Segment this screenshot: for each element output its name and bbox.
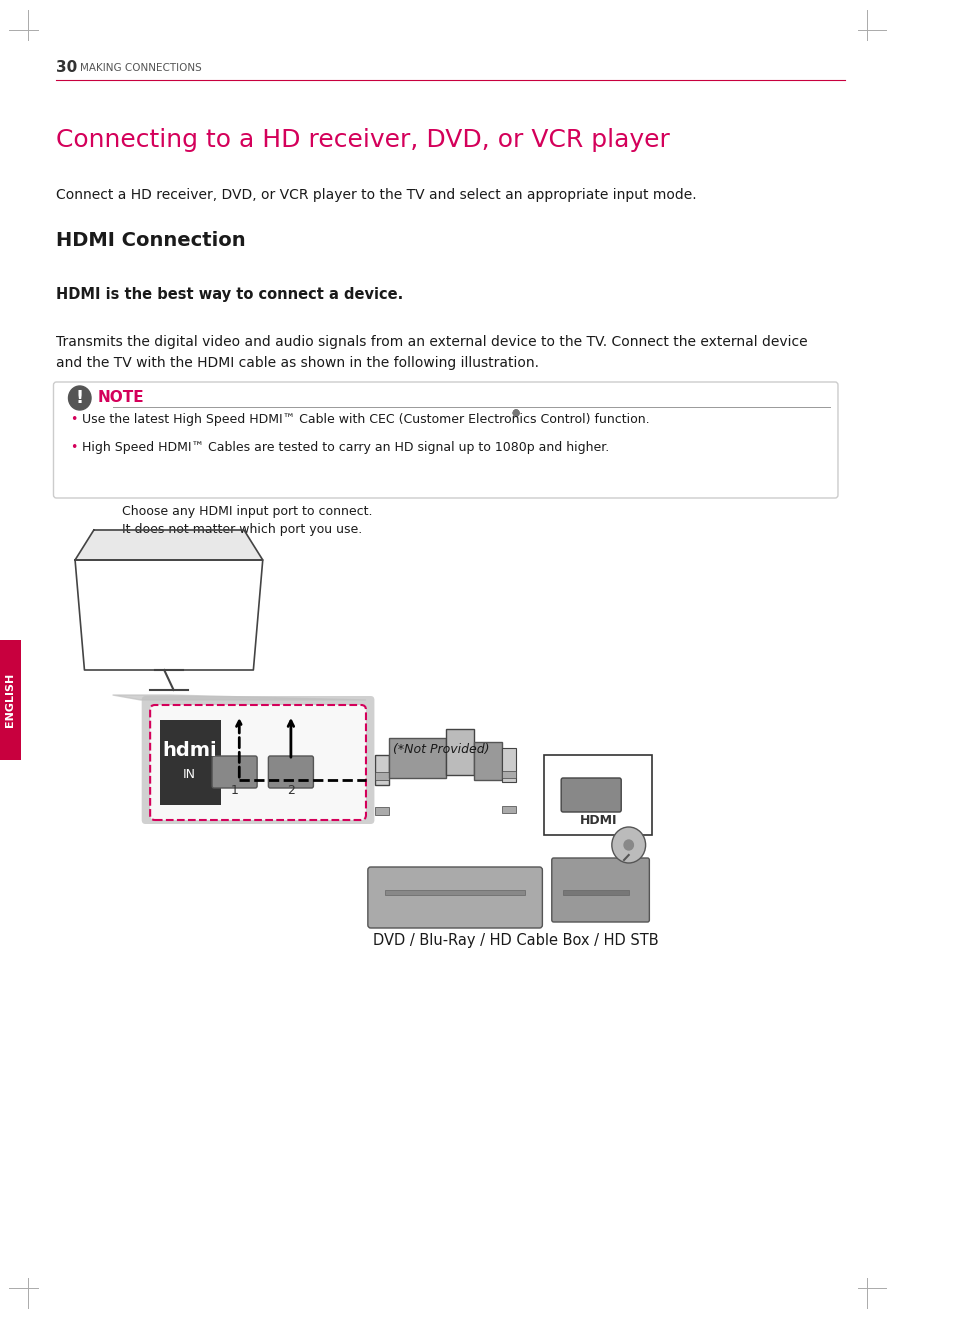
FancyBboxPatch shape bbox=[551, 858, 649, 923]
Bar bbox=[389, 738, 445, 778]
Bar bbox=[562, 890, 628, 895]
Bar bbox=[544, 755, 652, 836]
Text: •: • bbox=[71, 414, 78, 427]
Text: NOTE: NOTE bbox=[97, 390, 144, 406]
Bar bbox=[501, 771, 516, 778]
Bar bbox=[0, 641, 21, 760]
FancyBboxPatch shape bbox=[368, 867, 542, 928]
Text: MAKING CONNECTIONS: MAKING CONNECTIONS bbox=[80, 63, 201, 72]
Circle shape bbox=[623, 840, 633, 850]
Bar bbox=[375, 755, 389, 786]
Bar bbox=[375, 772, 389, 780]
Polygon shape bbox=[75, 560, 262, 670]
Bar bbox=[501, 749, 516, 782]
Circle shape bbox=[513, 410, 518, 416]
Bar bbox=[384, 890, 525, 895]
Bar bbox=[445, 729, 474, 775]
Circle shape bbox=[611, 826, 645, 863]
Circle shape bbox=[513, 410, 518, 416]
Text: ENGLISH: ENGLISH bbox=[6, 673, 15, 728]
Bar bbox=[375, 807, 389, 815]
Text: HDMI: HDMI bbox=[578, 813, 617, 826]
Text: HDMI is the best way to connect a device.: HDMI is the best way to connect a device… bbox=[56, 287, 403, 303]
Text: 1: 1 bbox=[231, 783, 238, 796]
FancyBboxPatch shape bbox=[142, 696, 374, 824]
Text: !: ! bbox=[75, 389, 84, 407]
Text: 30: 30 bbox=[56, 61, 77, 75]
Bar bbox=[159, 720, 220, 805]
Text: Connecting to a HD receiver, DVD, or VCR player: Connecting to a HD receiver, DVD, or VCR… bbox=[56, 128, 669, 152]
Text: •: • bbox=[71, 442, 78, 455]
FancyBboxPatch shape bbox=[103, 565, 159, 610]
Text: hdmi: hdmi bbox=[162, 741, 216, 759]
Text: 2: 2 bbox=[287, 783, 294, 796]
Text: DVD / Blu-Ray / HD Cable Box / HD STB: DVD / Blu-Ray / HD Cable Box / HD STB bbox=[373, 933, 659, 948]
Polygon shape bbox=[75, 530, 262, 560]
Text: (*Not Provided): (*Not Provided) bbox=[393, 743, 489, 757]
Bar bbox=[501, 807, 516, 813]
Polygon shape bbox=[112, 695, 366, 700]
Text: Choose any HDMI input port to connect.
It does not matter which port you use.: Choose any HDMI input port to connect. I… bbox=[122, 505, 372, 536]
FancyBboxPatch shape bbox=[53, 382, 837, 498]
FancyBboxPatch shape bbox=[212, 757, 257, 788]
Bar bbox=[112, 580, 150, 590]
Text: Use the latest High Speed HDMI™ Cable with CEC (Customer Electronics Control) fu: Use the latest High Speed HDMI™ Cable wi… bbox=[82, 414, 649, 427]
FancyBboxPatch shape bbox=[560, 778, 620, 812]
Text: Connect a HD receiver, DVD, or VCR player to the TV and select an appropriate in: Connect a HD receiver, DVD, or VCR playe… bbox=[56, 188, 697, 202]
Bar bbox=[474, 742, 501, 780]
Text: High Speed HDMI™ Cables are tested to carry an HD signal up to 1080p and higher.: High Speed HDMI™ Cables are tested to ca… bbox=[82, 442, 608, 455]
Circle shape bbox=[513, 410, 518, 416]
FancyBboxPatch shape bbox=[150, 705, 366, 820]
Text: HDMI Connection: HDMI Connection bbox=[56, 231, 246, 249]
FancyBboxPatch shape bbox=[268, 757, 314, 788]
Text: IN: IN bbox=[183, 768, 196, 782]
Circle shape bbox=[69, 386, 91, 410]
Text: Transmits the digital video and audio signals from an external device to the TV.: Transmits the digital video and audio si… bbox=[56, 335, 807, 369]
